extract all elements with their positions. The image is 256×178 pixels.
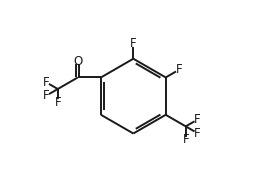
- Text: F: F: [43, 76, 50, 89]
- Text: F: F: [194, 113, 201, 126]
- Text: F: F: [130, 37, 137, 50]
- Text: F: F: [43, 89, 50, 102]
- Text: F: F: [183, 133, 189, 146]
- Text: F: F: [55, 96, 61, 109]
- Text: F: F: [194, 127, 201, 140]
- Text: F: F: [176, 63, 182, 76]
- Text: O: O: [73, 55, 82, 68]
